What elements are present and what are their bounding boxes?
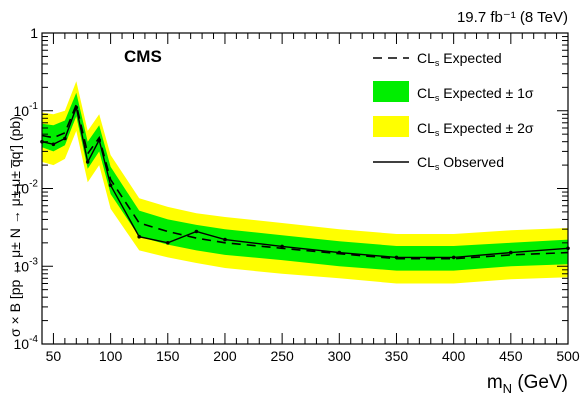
- legend-swatch-1sigma: [373, 81, 409, 102]
- y-tick-label: 10-4: [14, 334, 39, 352]
- observed-point: [166, 241, 170, 245]
- legend-label-1sigma: CLs Expected ± 1σ: [417, 85, 534, 103]
- observed-point: [509, 250, 513, 255]
- x-tick-label: 250: [270, 348, 294, 364]
- x-axis-title: mN (GeV): [487, 372, 568, 396]
- observed-point: [97, 138, 101, 142]
- observed-point: [74, 105, 79, 110]
- band-1sigma: [42, 92, 568, 271]
- x-tick-label: 450: [499, 348, 523, 364]
- x-tick-label: 500: [556, 348, 580, 364]
- observed-point: [451, 255, 456, 260]
- x-tick-label: 150: [156, 348, 180, 364]
- observed-point: [85, 160, 90, 164]
- legend-swatch-2sigma: [373, 116, 409, 137]
- experiment-label: CMS: [124, 47, 162, 66]
- expected-limit-line: [41, 101, 569, 260]
- x-tick-label: 100: [99, 348, 123, 364]
- legend-label-observed: CLs Observed: [417, 154, 504, 172]
- luminosity-header: 19.7 fb⁻¹ (8 TeV): [457, 9, 568, 26]
- x-tick-label: 400: [442, 348, 466, 364]
- observed-point: [63, 136, 67, 141]
- observed-point: [337, 250, 342, 255]
- legend-label-2sigma: CLs Expected ± 2σ: [417, 120, 534, 138]
- y-tick-label: 10-2: [14, 179, 39, 197]
- axis-ticks: 50 100 150 200 250 300 350 400 450 500 10-4 10-3 10-…: [14, 25, 580, 364]
- observed-point: [394, 255, 399, 260]
- legend-label-expected: CLs Expected: [417, 50, 502, 68]
- legend: CLs Expected CLs Expected ± 1σ CLs Expec…: [373, 50, 534, 172]
- x-tick-label: 300: [328, 348, 352, 364]
- observed-point: [108, 183, 113, 188]
- observed-point: [137, 234, 141, 239]
- x-tick-label: 350: [385, 348, 409, 364]
- observed-point: [194, 229, 199, 234]
- x-tick-label: 200: [213, 348, 237, 364]
- y-tick-label: 10-1: [14, 101, 39, 119]
- x-tick-label: 50: [46, 348, 62, 364]
- y-tick-label: 10-3: [14, 256, 39, 274]
- observed-point: [280, 244, 284, 249]
- y-tick-label: 1: [30, 25, 38, 41]
- observed-point: [51, 142, 56, 147]
- observed-point: [223, 237, 227, 242]
- y-axis-title: σ × B [pp → μ± N → μ± μ± q̅q′] (pb): [7, 116, 23, 337]
